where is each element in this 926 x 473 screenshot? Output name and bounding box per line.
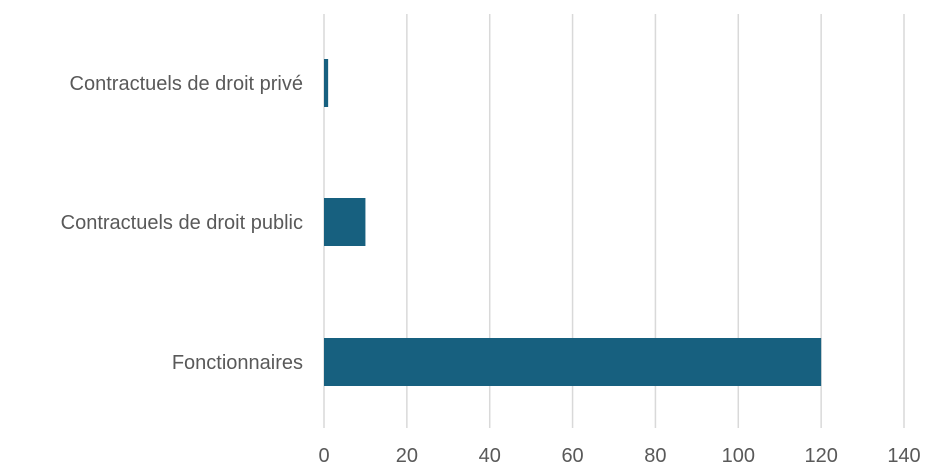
x-tick-label: 40 <box>479 445 501 467</box>
x-axis-tick-labels: 0 20 40 60 80 100 120 140 <box>318 445 920 467</box>
category-labels: Contractuels de droit privé Contractuels … <box>61 73 303 374</box>
x-tick-label: 120 <box>804 445 837 467</box>
gridlines <box>323 14 905 428</box>
x-tick-label: 0 <box>318 445 329 467</box>
x-tick-label: 80 <box>644 445 666 467</box>
bar-contractuels-de-droit-priv <box>324 59 329 107</box>
bar-fonctionnaires <box>324 338 822 386</box>
x-tick-label: 100 <box>722 445 755 467</box>
category-label: Fonctionnaires <box>172 352 303 374</box>
x-tick-label: 140 <box>887 445 920 467</box>
category-label: Contractuels de droit public <box>61 212 303 234</box>
x-tick-label: 60 <box>561 445 583 467</box>
bars <box>324 59 822 386</box>
category-label: Contractuels de droit privé <box>70 73 303 95</box>
x-tick-label: 20 <box>396 445 418 467</box>
bar-contractuels-de-droit-public <box>324 198 366 246</box>
